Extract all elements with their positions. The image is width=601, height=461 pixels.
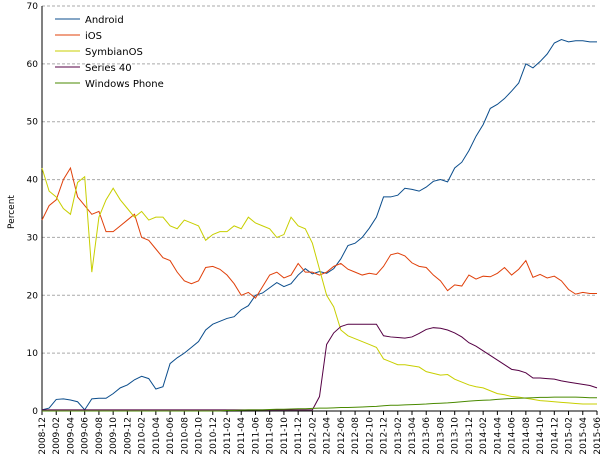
x-tick-label: 2012-02: [308, 417, 318, 455]
x-tick-label: 2010-06: [166, 417, 176, 455]
series-line-symbianos: [41, 167, 597, 405]
x-tick-label: 2012-08: [351, 417, 361, 455]
series-line-android: [41, 39, 597, 411]
x-tick-label: 2013-02: [394, 417, 404, 455]
y-tick-label: 0: [32, 407, 38, 417]
x-tick-label: 2012-04: [323, 417, 333, 455]
x-tick-label: 2014-12: [550, 417, 560, 455]
y-tick-label: 10: [27, 349, 39, 359]
y-tick-label: 50: [27, 118, 39, 128]
x-tick-label: 2009-12: [123, 417, 133, 455]
x-tick-label: 2011-12: [294, 417, 304, 455]
y-tick-label: 40: [27, 176, 39, 186]
x-tick-label: 2014-02: [479, 417, 489, 455]
grid-lines: [42, 5, 597, 354]
y-tick-label: 20: [27, 291, 39, 301]
x-tick-label: 2014-08: [522, 417, 532, 455]
y-tick-label: 70: [27, 2, 39, 12]
x-tick-label: 2009-04: [66, 417, 76, 455]
y-tick-label: 60: [27, 60, 39, 70]
legend-label: Windows Phone: [85, 79, 164, 90]
x-tick-label: 2013-04: [408, 417, 418, 455]
legend-label: SymbianOS: [85, 47, 143, 58]
x-tick-label: 2013-12: [465, 417, 475, 455]
x-tick-label: 2015-04: [579, 417, 589, 455]
x-tick-label: 2014-10: [536, 417, 546, 455]
legend-label: Android: [85, 15, 124, 26]
x-tick-label: 2010-02: [138, 417, 148, 455]
x-tick-label: 2014-06: [508, 417, 518, 455]
x-tick-label: 2009-08: [95, 417, 105, 455]
series-lines: [41, 39, 598, 412]
x-tick-label: 2012-06: [337, 417, 347, 455]
x-tick-label: 2010-12: [209, 417, 219, 455]
x-tick-label: 2013-10: [451, 417, 461, 455]
series-line-series-40: [42, 323, 598, 411]
x-tick-label: 2011-02: [223, 417, 233, 455]
x-tick-label: 2013-08: [436, 417, 446, 455]
x-tick-labels: 2008-12 2009-02 2009-04 2009-06 2009-08 2009-…: [38, 417, 601, 455]
legend: Android iOS SymbianOS Series 40 Windows Phon…: [55, 15, 164, 90]
series-line-windows-phone: [42, 396, 597, 412]
x-tick-label: 2014-04: [493, 417, 503, 455]
x-tick-label: 2011-08: [266, 417, 276, 455]
x-tick-label: 2010-08: [180, 417, 190, 455]
x-tick-label: 2013-06: [422, 417, 432, 455]
series-line-ios: [41, 166, 597, 299]
x-tick-label: 2010-10: [195, 417, 205, 455]
x-tick-label: 2008-12: [38, 417, 48, 455]
x-tick-label: 2012-10: [365, 417, 375, 455]
x-tick-label: 2009-02: [52, 417, 62, 455]
legend-label: Series 40: [85, 63, 132, 74]
x-tick-label: 2009-06: [81, 417, 91, 455]
x-tick-label: 2010-04: [152, 417, 162, 455]
x-tick-label: 2011-04: [237, 417, 247, 455]
x-tick-label: 2015-06: [593, 417, 601, 455]
x-tick-label: 2011-10: [280, 417, 290, 455]
x-tick-label: 2011-06: [251, 417, 261, 455]
x-tick-label: 2015-02: [565, 417, 575, 455]
legend-label: iOS: [85, 31, 102, 42]
y-tick-label: 30: [27, 233, 39, 243]
x-tick-label: 2009-10: [109, 417, 119, 455]
x-tick-label: 2012-12: [380, 417, 390, 455]
y-tick-labels: 0 10 20 30 40 50 60 70: [27, 2, 39, 417]
y-axis-label: Percent: [7, 195, 17, 229]
